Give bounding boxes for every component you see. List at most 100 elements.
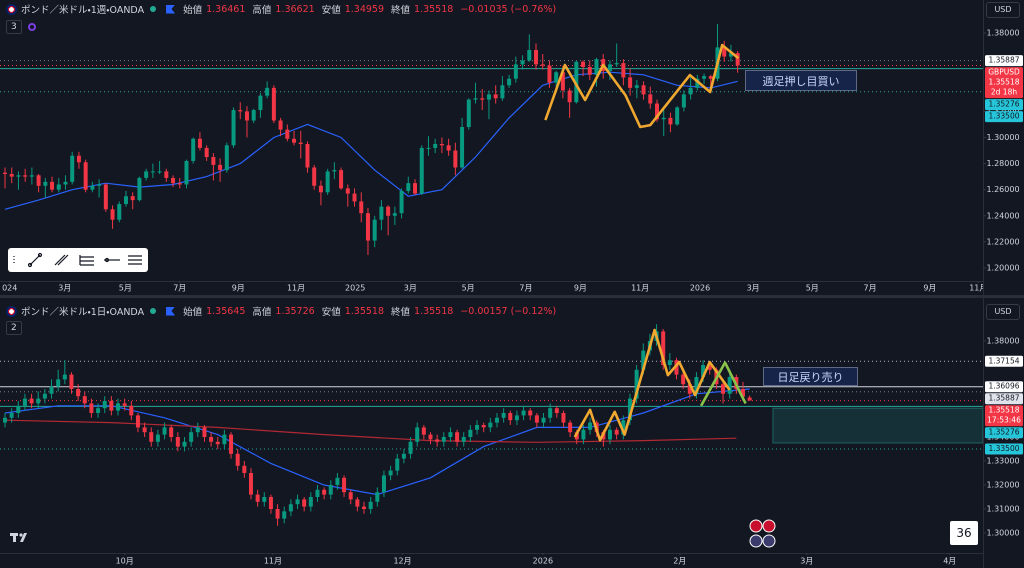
y-tick-label: 1.33000 [986, 456, 1019, 465]
candle-body [258, 95, 263, 111]
candle-body [740, 388, 745, 397]
price-badge-bg [985, 99, 1023, 111]
candle-body [435, 439, 440, 442]
price-badge-bg [985, 67, 1023, 99]
candle-body [661, 331, 666, 365]
price-badge: 1.33500 [988, 112, 1019, 121]
candle-body [392, 213, 397, 216]
drawing-toolbar [8, 248, 148, 272]
price-badge-bg [985, 443, 1023, 455]
candle-body [648, 94, 653, 104]
indicator-icon [27, 23, 36, 31]
x-tick-label: 5月 [119, 284, 132, 293]
ohlc-label: 始値 [183, 5, 203, 16]
candle-body [681, 374, 686, 385]
candle-body [614, 429, 619, 435]
candle-body [202, 427, 207, 437]
candle-body [560, 72, 565, 91]
flag-icon [166, 4, 176, 14]
event-icons [749, 519, 776, 548]
candle-body [735, 53, 740, 66]
candle-body [441, 436, 446, 442]
candle-body [608, 429, 613, 440]
trend-drawing [699, 361, 747, 407]
flag-icon [166, 306, 176, 316]
candle-body [641, 350, 646, 370]
candle-body [379, 206, 384, 220]
candle-body [461, 436, 466, 442]
candle-body [627, 398, 632, 421]
price-badge: 1.37154 [988, 356, 1019, 365]
candle-body [695, 78, 700, 88]
x-tick-label: 7月 [173, 284, 186, 293]
candle-body [727, 376, 732, 394]
candle-body [688, 87, 693, 95]
y-tick-label: 1.38000 [986, 29, 1019, 38]
price-badge: 1.36096 [988, 382, 1019, 391]
candle-body [534, 415, 539, 423]
ohlc-value: 1.36621 [275, 3, 315, 15]
candle-body [144, 171, 149, 178]
candle-body [667, 360, 672, 365]
candle-body [3, 172, 8, 175]
ohlc-label: 終値 [391, 307, 411, 318]
candle-body [433, 143, 438, 148]
candle-body [211, 157, 216, 165]
candle-body [473, 98, 478, 100]
indicator-count[interactable]: 2 [6, 321, 22, 335]
candle-body [318, 185, 323, 193]
candle-body [381, 475, 386, 493]
y-tick-label: 1.22000 [986, 237, 1019, 246]
candle-body [415, 427, 420, 442]
toolbar-icons [13, 252, 142, 268]
currency[interactable]: USD [986, 2, 1020, 18]
x-tick-label: 10月 [116, 557, 134, 566]
candle-body [395, 458, 400, 471]
candle-body [352, 193, 357, 202]
x-tick-label: 11月 [631, 284, 649, 293]
candle-body [527, 50, 532, 61]
countdown: 17:53:46 [987, 416, 1021, 425]
candle-body [460, 127, 465, 168]
candle-body [707, 364, 712, 370]
candle-body [49, 386, 54, 394]
candle-body [96, 408, 101, 413]
ohlc-value: 1.36461 [206, 3, 246, 15]
candle-body [251, 110, 256, 121]
x-tick-label: 2月 [673, 557, 686, 566]
candle-body [164, 171, 169, 178]
candle-body [23, 175, 28, 177]
candle-body [426, 147, 431, 149]
candle-body [747, 397, 752, 401]
candle-body [448, 432, 453, 437]
candle-body [372, 219, 377, 241]
indicator-count[interactable]: 3 [6, 20, 22, 34]
symbol-title[interactable]: ポンド／米ドル・1週・OANDA [21, 5, 145, 16]
symbol-icon [6, 305, 17, 317]
y-tick-label: 1.24000 [986, 211, 1019, 220]
annotation[interactable]: 日足戻り売り [763, 367, 858, 386]
candle-body [342, 477, 347, 493]
corner-label[interactable]: 36 [950, 521, 978, 545]
candle-body [554, 72, 559, 83]
y-tick-label: 1.38000 [986, 336, 1019, 345]
currency[interactable]: USD [986, 304, 1020, 320]
candle-body [50, 181, 55, 190]
candle-body [69, 374, 74, 389]
candle-body [63, 181, 68, 185]
candle-body [534, 50, 539, 65]
candle-body [521, 410, 526, 416]
annotation[interactable]: 週足押し目買い [745, 70, 857, 91]
candle-body [130, 196, 135, 201]
symbol-title[interactable]: ポンド／米ドル・1日・OANDA [21, 307, 145, 318]
candle-body [209, 436, 214, 442]
candle-body [238, 110, 243, 112]
zone [772, 407, 983, 444]
x-tick-label: 7月 [519, 284, 532, 293]
candle-body [16, 175, 21, 177]
candle-body [408, 441, 413, 454]
candle-body [262, 496, 267, 502]
candle-body [681, 94, 686, 108]
